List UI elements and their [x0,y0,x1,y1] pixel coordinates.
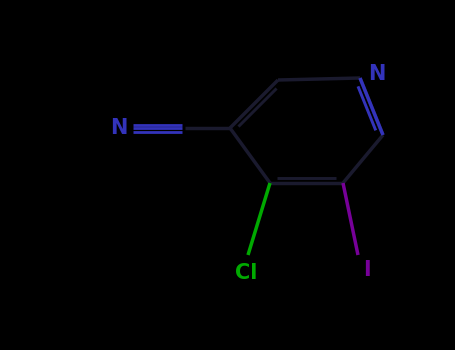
Text: Cl: Cl [235,263,257,283]
Text: I: I [363,260,371,280]
Text: N: N [110,118,127,138]
Text: N: N [368,64,385,84]
